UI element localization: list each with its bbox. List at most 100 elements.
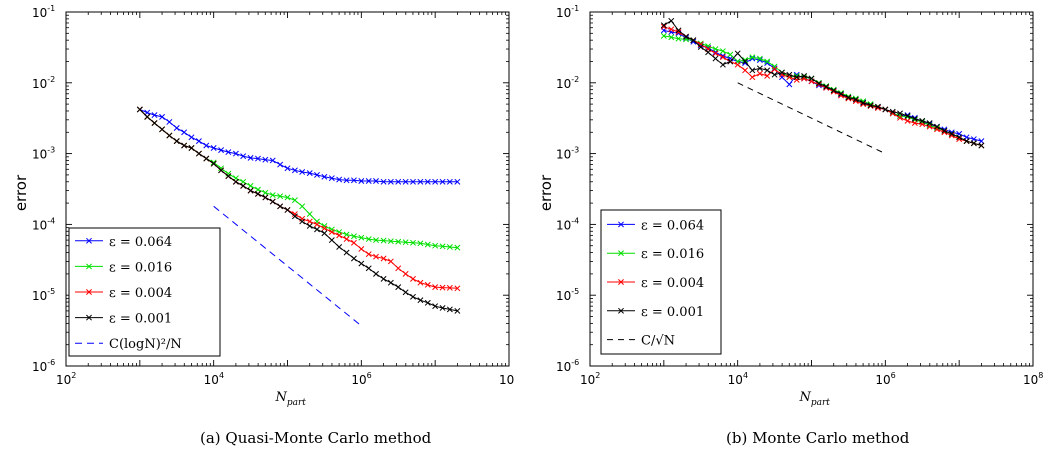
data-point (690, 37, 697, 44)
chart-panel-b: 102 104 106 108 10-6 10-5 10-4 10-3 10-2 10-1 erro… (537, 4, 1043, 447)
series-4 (136, 106, 461, 314)
data-point (660, 32, 667, 39)
data-point (402, 270, 409, 277)
data-point (874, 103, 881, 110)
data-point (882, 106, 889, 113)
data-point (889, 108, 896, 115)
data-point (284, 206, 291, 213)
series-5 (213, 205, 362, 327)
data-point (358, 245, 365, 252)
y-tick-label: 10-3 (556, 146, 579, 162)
data-point (417, 240, 424, 247)
data-point (683, 33, 690, 40)
data-point (343, 231, 350, 238)
data-point (786, 81, 793, 88)
data-point (675, 27, 682, 34)
data-point (350, 255, 357, 262)
data-point (446, 178, 453, 185)
data-point (151, 120, 158, 127)
chart-panel-a: 102 104 106 10 10-6 10-5 10-4 10-3 10-2 10-1 error… (12, 4, 514, 447)
data-point (343, 249, 350, 256)
data-point (299, 203, 306, 210)
data-point (321, 225, 328, 232)
x-tick-label: 102 (56, 371, 76, 387)
data-point (978, 142, 985, 149)
data-point (387, 279, 394, 286)
data-point (203, 142, 210, 149)
data-point (815, 80, 822, 87)
y-axis-label: error (12, 174, 30, 211)
data-point (144, 109, 151, 116)
data-point (314, 226, 320, 233)
data-point (387, 178, 394, 185)
data-point (734, 50, 741, 57)
data-point (712, 50, 719, 57)
data-point (660, 22, 667, 29)
data-point (719, 52, 726, 59)
data-point (742, 58, 749, 65)
y-tick-label: 10-1 (556, 4, 579, 20)
y-tick-label: 10-6 (556, 358, 579, 374)
data-point (373, 178, 379, 184)
data-point (852, 96, 859, 103)
data-point (454, 178, 461, 185)
data-point (306, 218, 313, 225)
data-point (365, 178, 372, 184)
data-point (779, 69, 785, 76)
data-point (911, 120, 918, 127)
legend-label: ε = 0.064 (109, 235, 172, 250)
data-point (402, 178, 409, 185)
data-point (358, 234, 365, 241)
x-tick-label: 102 (580, 371, 600, 387)
data-point (801, 72, 808, 79)
data-point (350, 233, 357, 240)
data-point (328, 229, 335, 235)
data-point (159, 126, 166, 133)
data-point (299, 169, 306, 175)
data-point (328, 175, 335, 182)
data-point (306, 211, 313, 218)
legend-label: ε = 0.004 (641, 276, 704, 291)
data-point (380, 255, 387, 262)
y-tick-label: 10-1 (32, 4, 55, 20)
data-point (719, 61, 726, 68)
data-point (365, 251, 372, 258)
data-point (166, 132, 173, 139)
data-point (387, 258, 394, 265)
data-point (306, 170, 313, 177)
data-point (764, 72, 771, 79)
data-point (793, 74, 800, 81)
data-point (86, 314, 92, 321)
data-point (786, 71, 793, 78)
data-point (948, 130, 955, 137)
data-point (240, 153, 247, 160)
series-line (737, 82, 886, 155)
data-point (771, 71, 778, 78)
data-point (255, 155, 261, 162)
data-point (210, 160, 217, 167)
data-point (424, 241, 431, 248)
legend-label: C/√N (641, 334, 675, 349)
data-point (225, 173, 232, 180)
data-point (203, 155, 210, 162)
data-point (978, 138, 985, 145)
data-point (402, 289, 409, 296)
data-point (771, 66, 778, 73)
data-point (439, 243, 446, 250)
data-point (719, 48, 726, 55)
data-point (446, 244, 453, 250)
data-point (823, 83, 830, 90)
data-point (395, 284, 402, 291)
data-point (727, 58, 734, 65)
data-point (742, 57, 749, 63)
data-point (830, 87, 837, 94)
data-point (255, 186, 261, 193)
data-point (314, 171, 320, 178)
data-point (618, 221, 624, 228)
data-point (151, 112, 158, 119)
data-point (284, 194, 291, 201)
data-point (956, 134, 963, 141)
y-tick-label: 10-6 (32, 358, 55, 374)
data-point (336, 176, 343, 183)
data-point (314, 221, 320, 228)
